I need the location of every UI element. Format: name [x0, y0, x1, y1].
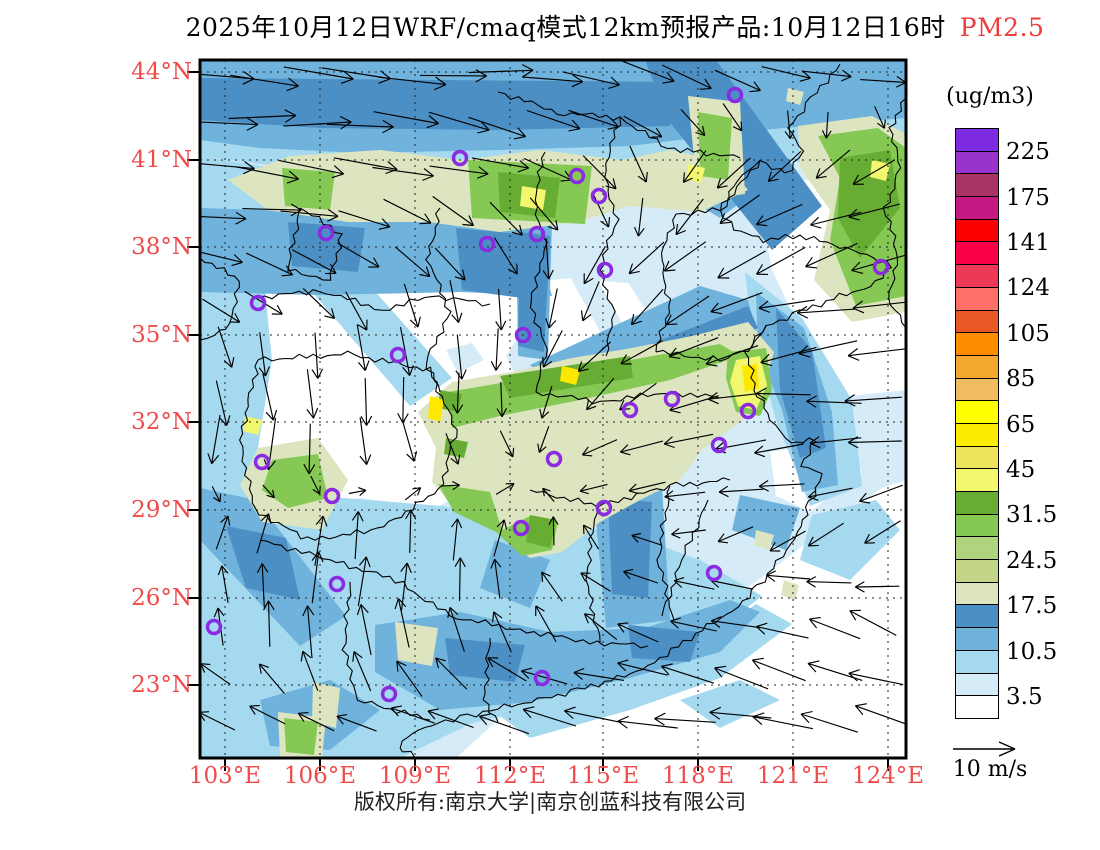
legend-color-segment — [956, 469, 998, 492]
legend-color-segment — [956, 696, 998, 718]
legend-tick-label: 10.5 — [1006, 638, 1058, 665]
legend-tick-label: 3.5 — [1006, 684, 1043, 710]
legend-tick-label: 65 — [1006, 411, 1036, 438]
title-text: 2025年10月12日WRF/cmaq模式12km预报产品:10月12日16时 — [185, 13, 946, 42]
map-plot-area — [200, 60, 906, 758]
city-markers — [205, 86, 890, 703]
legend-color-segment — [956, 673, 998, 697]
legend-tick-label: 24.5 — [1006, 547, 1058, 574]
lat-label: 44°N — [131, 59, 192, 85]
legend-color-segment — [956, 650, 998, 674]
legend-tick-label: 85 — [1006, 366, 1036, 393]
legend-color-segment — [956, 219, 998, 243]
legend-color-segment — [956, 355, 998, 379]
legend-color-segment — [956, 310, 998, 334]
wind-scale-label: 10 m/s — [952, 757, 1028, 782]
legend-tick-label: 225 — [1006, 139, 1050, 166]
pm25-field — [200, 60, 906, 758]
legend-color-segment — [956, 423, 998, 447]
legend-colorbar — [955, 128, 999, 719]
legend-color-segment — [956, 265, 998, 288]
legend-color-segment — [956, 378, 998, 402]
province-boundaries — [200, 63, 906, 758]
lon-label: 115°E — [566, 763, 640, 789]
legend-color-segment — [956, 197, 998, 220]
legend-unit-label: (ug/m3) — [946, 84, 1034, 109]
title-species-label: PM2.5 — [959, 13, 1045, 42]
lat-label: 26°N — [131, 585, 192, 611]
legend-tick-label: 175 — [1006, 184, 1050, 211]
legend-color-segment — [956, 492, 998, 515]
graticule — [200, 60, 906, 758]
legend-tick-label: 141 — [1006, 230, 1050, 256]
legend-color-segment — [956, 287, 998, 311]
legend-color-segment — [956, 333, 998, 356]
lat-label: 32°N — [131, 409, 192, 435]
map-svg — [187, 58, 908, 771]
lat-label: 35°N — [131, 322, 192, 348]
legend-tick-label: 17.5 — [1006, 593, 1058, 620]
legend-color-segment — [956, 151, 998, 175]
lat-label: 23°N — [131, 672, 192, 698]
legend-color-segment — [956, 628, 998, 651]
legend-color-segment — [956, 174, 998, 198]
page-title: 2025年10月12日WRF/cmaq模式12km预报产品:10月12日16时 P… — [130, 8, 1100, 44]
legend-color-segment — [956, 514, 998, 538]
lon-label: 118°E — [661, 763, 735, 789]
legend-color-segment — [956, 129, 998, 152]
lon-label: 109°E — [378, 763, 452, 789]
wind-vectors — [200, 60, 906, 735]
lon-label: 124°E — [851, 763, 925, 789]
lon-label: 121°E — [756, 763, 830, 789]
lon-label: 103°E — [188, 763, 262, 789]
legend-color-segment — [956, 446, 998, 470]
legend-tick-label: 124 — [1006, 275, 1050, 302]
legend-color-segment — [956, 605, 998, 629]
legend-tick-label: 31.5 — [1006, 502, 1058, 529]
lon-label: 106°E — [283, 763, 357, 789]
copyright-text: 版权所有:南京大学|南京创蓝科技有限公司 — [353, 790, 747, 814]
legend-color-segment — [956, 401, 998, 424]
lat-label: 41°N — [131, 147, 192, 173]
lat-label: 29°N — [131, 497, 192, 523]
legend-tick-label: 105 — [1006, 320, 1050, 347]
wind-scale-arrow-icon — [953, 741, 1016, 757]
legend-color-segment — [956, 242, 998, 266]
lat-label: 38°N — [131, 234, 192, 260]
lon-label: 112°E — [473, 763, 547, 789]
legend-color-segment — [956, 560, 998, 583]
legend-tick-label: 45 — [1006, 457, 1036, 483]
legend-color-segment — [956, 537, 998, 561]
map-frame — [187, 58, 908, 771]
legend-color-segment — [956, 582, 998, 606]
